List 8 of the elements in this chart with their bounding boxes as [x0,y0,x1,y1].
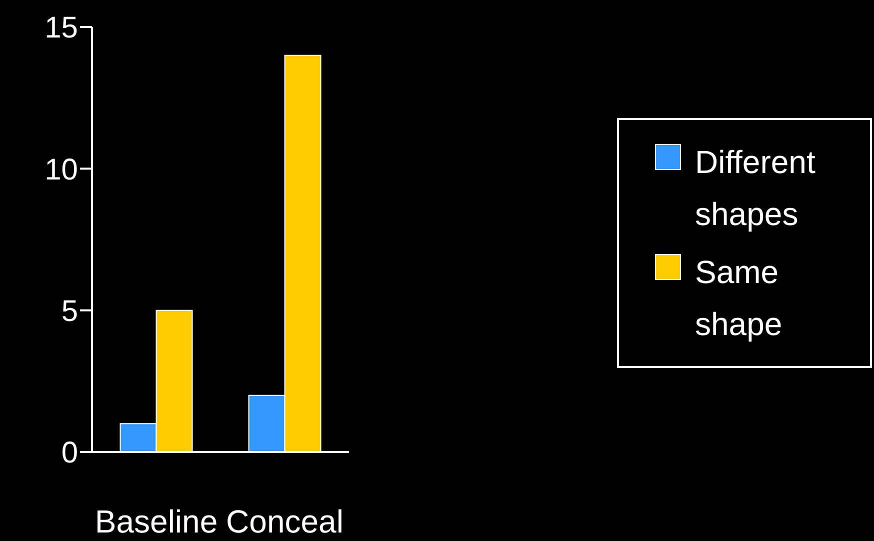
legend-label: Different shapes [695,143,816,234]
legend-label: Same shape [695,253,784,344]
y-tick-label: 10 [44,153,78,186]
y-tick-label: 0 [61,436,78,470]
y-tick-label: 15 [44,12,78,45]
x-tick-label: Conceal [226,504,344,540]
x-tick-label: Baseline [94,504,218,540]
y-tick-label: 5 [61,294,78,328]
